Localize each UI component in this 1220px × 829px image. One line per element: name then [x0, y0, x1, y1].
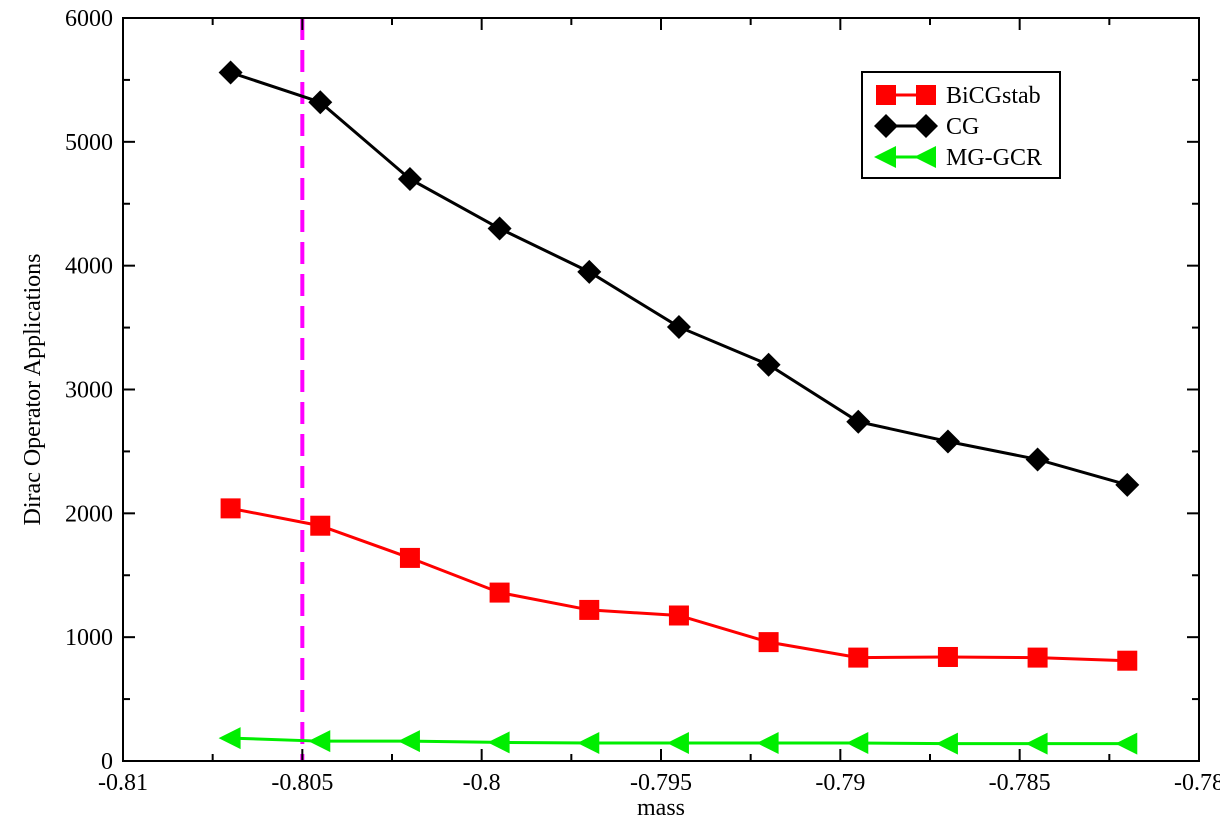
- data-point-mg-gcr: [577, 732, 600, 755]
- legend-marker-cg: [914, 114, 938, 138]
- data-point-bicgstab: [399, 547, 420, 568]
- x-tick-label: -0.78: [1174, 770, 1220, 796]
- data-point-bicgstab: [579, 599, 600, 620]
- data-point-bicgstab: [848, 647, 869, 668]
- legend-marker-cg: [874, 114, 898, 138]
- data-point-cg: [846, 409, 871, 434]
- data-point-mg-gcr: [666, 732, 689, 755]
- data-point-mg-gcr: [756, 732, 779, 755]
- x-tick-label: -0.805: [271, 770, 333, 796]
- y-tick-label: 4000: [65, 254, 113, 280]
- data-point-mg-gcr: [846, 732, 869, 755]
- x-tick-label: -0.79: [815, 770, 865, 796]
- data-point-bicgstab: [310, 515, 331, 536]
- series-line-bicgstab: [230, 506, 1128, 663]
- legend-marker-mg-gcr: [914, 146, 936, 168]
- y-tick-label: 0: [101, 749, 113, 775]
- legend-marker-bicgstab: [876, 85, 896, 105]
- data-point-bicgstab: [1027, 647, 1048, 668]
- data-point-cg: [1115, 472, 1140, 497]
- data-point-mg-gcr: [1115, 732, 1138, 755]
- legend-label-bicgstab: BiCGstab: [946, 83, 1041, 109]
- data-point-mg-gcr: [218, 727, 241, 750]
- data-point-bicgstab: [758, 632, 779, 653]
- x-tick-label: -0.81: [98, 770, 148, 796]
- y-tick-label: 6000: [65, 6, 113, 32]
- data-point-mg-gcr: [308, 730, 331, 753]
- legend-label-cg: CG: [946, 114, 979, 140]
- data-point-bicgstab: [937, 646, 958, 667]
- data-point-cg: [308, 90, 333, 115]
- data-point-cg: [935, 429, 960, 454]
- data-point-mg-gcr: [487, 731, 510, 754]
- data-point-mg-gcr: [1025, 732, 1048, 755]
- data-point-mg-gcr: [397, 730, 420, 753]
- y-tick-label: 5000: [65, 130, 113, 156]
- legend-label-mg-gcr: MG-GCR: [946, 145, 1042, 171]
- data-point-mg-gcr: [935, 732, 958, 755]
- legend-marker-bicgstab: [916, 85, 936, 105]
- y-axis-title: Dirac Operator Applications: [20, 254, 46, 526]
- data-point-cg: [218, 60, 243, 85]
- legend-marker-mg-gcr: [874, 146, 896, 168]
- y-tick-label: 2000: [65, 501, 113, 527]
- data-point-bicgstab: [668, 605, 689, 626]
- data-point-bicgstab: [1117, 650, 1138, 671]
- data-point-cg: [577, 259, 602, 284]
- data-point-cg: [1025, 447, 1050, 472]
- x-tick-label: -0.785: [989, 770, 1051, 796]
- x-axis-title: mass: [637, 795, 685, 821]
- data-point-bicgstab: [220, 498, 241, 519]
- data-point-cg: [666, 314, 691, 339]
- data-point-cg: [397, 166, 422, 191]
- x-tick-label: -0.8: [463, 770, 501, 796]
- legend: BiCGstab CG MG-GCR: [861, 71, 1061, 179]
- data-point-cg: [487, 216, 512, 241]
- x-tick-label: -0.795: [630, 770, 692, 796]
- data-point-cg: [756, 352, 781, 377]
- data-point-bicgstab: [489, 582, 510, 603]
- y-tick-label: 3000: [65, 378, 113, 404]
- y-tick-label: 1000: [65, 625, 113, 651]
